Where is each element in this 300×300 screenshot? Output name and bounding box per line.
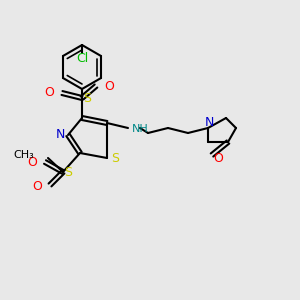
Text: Cl: Cl — [76, 52, 88, 65]
Text: NH: NH — [132, 124, 149, 134]
Text: O: O — [44, 86, 54, 100]
Text: S: S — [83, 92, 91, 106]
Text: O: O — [27, 155, 37, 169]
Text: CH₃: CH₃ — [13, 150, 34, 160]
Text: N: N — [204, 116, 214, 128]
Text: N: N — [55, 128, 65, 142]
Text: O: O — [213, 152, 223, 166]
Text: O: O — [32, 179, 42, 193]
Text: S: S — [64, 166, 72, 178]
Text: S: S — [111, 152, 119, 164]
Text: O: O — [104, 80, 114, 92]
